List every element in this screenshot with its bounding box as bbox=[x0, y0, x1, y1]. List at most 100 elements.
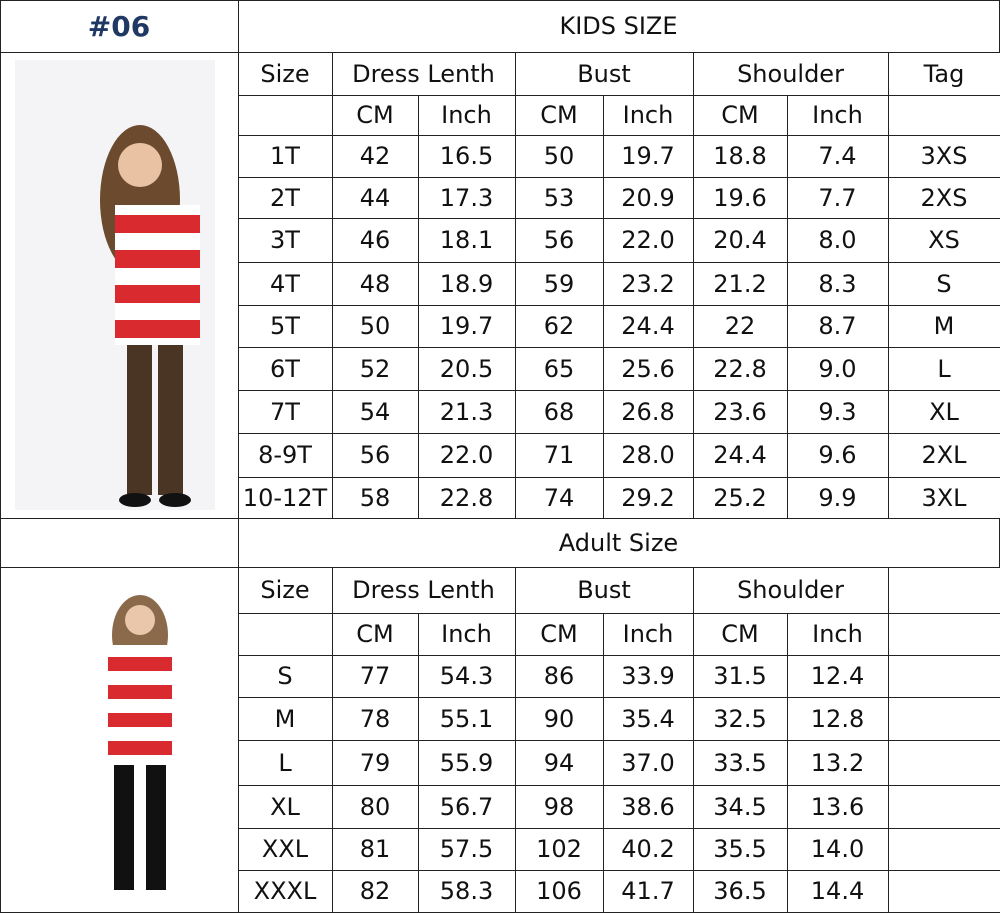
unit-header: Inch bbox=[602, 94, 694, 136]
table-cell: 19.7 bbox=[602, 134, 694, 178]
table-cell: 54.3 bbox=[417, 654, 516, 698]
table-cell: 20.9 bbox=[602, 176, 694, 219]
table-cell: 80 bbox=[331, 784, 419, 829]
table-cell: L bbox=[887, 346, 1000, 391]
table-cell: 25.2 bbox=[692, 476, 788, 519]
table-cell: 25.6 bbox=[602, 346, 694, 391]
table-cell: 17.3 bbox=[417, 176, 516, 219]
table-cell: 35.5 bbox=[692, 827, 788, 871]
unit-header: CM bbox=[514, 612, 604, 656]
unit-header: Inch bbox=[786, 612, 889, 656]
table-cell: 57.5 bbox=[417, 827, 516, 871]
table-cell: 21.3 bbox=[417, 389, 516, 434]
kids-photo bbox=[15, 60, 215, 510]
table-cell: 33.5 bbox=[692, 739, 788, 786]
unit-header: Inch bbox=[602, 612, 694, 656]
blank-cell bbox=[887, 566, 1000, 614]
table-cell: 7T bbox=[237, 389, 333, 434]
table-cell: 74 bbox=[514, 476, 604, 519]
table-cell: 68 bbox=[514, 389, 604, 434]
table-cell: 32.5 bbox=[692, 696, 788, 741]
table-cell: 29.2 bbox=[602, 476, 694, 519]
table-cell: 36.5 bbox=[692, 869, 788, 913]
table-cell: M bbox=[887, 304, 1000, 348]
table-cell: 12.4 bbox=[786, 654, 889, 698]
table-cell: 81 bbox=[331, 827, 419, 871]
blank-cell bbox=[887, 696, 1000, 741]
table-cell: 28.0 bbox=[602, 432, 694, 478]
table-cell: 3T bbox=[237, 217, 333, 263]
table-cell: 106 bbox=[514, 869, 604, 913]
table-cell: 98 bbox=[514, 784, 604, 829]
chart-id: #06 bbox=[0, 0, 239, 53]
table-cell: 22.0 bbox=[417, 432, 516, 478]
blank-cell bbox=[237, 612, 333, 656]
table-cell: 8-9T bbox=[237, 432, 333, 478]
table-cell: 3XS bbox=[887, 134, 1000, 178]
table-cell: 14.0 bbox=[786, 827, 889, 871]
table-cell: 31.5 bbox=[692, 654, 788, 698]
table-cell: 5T bbox=[237, 304, 333, 348]
table-cell: 65 bbox=[514, 346, 604, 391]
table-cell: 48 bbox=[331, 261, 419, 306]
table-cell: 2T bbox=[237, 176, 333, 219]
blank-cell bbox=[887, 612, 1000, 656]
table-cell: L bbox=[237, 739, 333, 786]
table-cell: 78 bbox=[331, 696, 419, 741]
table-cell: 7.7 bbox=[786, 176, 889, 219]
table-cell: 12.8 bbox=[786, 696, 889, 741]
table-cell: S bbox=[237, 654, 333, 698]
kids-title: KIDS SIZE bbox=[237, 0, 1000, 53]
table-cell: 71 bbox=[514, 432, 604, 478]
table-cell: 54 bbox=[331, 389, 419, 434]
column-header: Bust bbox=[514, 566, 694, 614]
table-cell: 19.7 bbox=[417, 304, 516, 348]
table-cell: 9.3 bbox=[786, 389, 889, 434]
table-cell: XXL bbox=[237, 827, 333, 871]
table-cell: 56 bbox=[514, 217, 604, 263]
table-cell: 18.1 bbox=[417, 217, 516, 263]
table-cell: 14.4 bbox=[786, 869, 889, 913]
table-cell: 46 bbox=[331, 217, 419, 263]
unit-header: CM bbox=[692, 94, 788, 136]
table-cell: 8.0 bbox=[786, 217, 889, 263]
table-cell: 41.7 bbox=[602, 869, 694, 913]
table-cell: 58.3 bbox=[417, 869, 516, 913]
column-header: Shoulder bbox=[692, 566, 889, 614]
table-cell: 1T bbox=[237, 134, 333, 178]
table-cell: 42 bbox=[331, 134, 419, 178]
table-cell: 22.8 bbox=[417, 476, 516, 519]
table-cell: XL bbox=[237, 784, 333, 829]
table-cell: 7.4 bbox=[786, 134, 889, 178]
unit-header: CM bbox=[692, 612, 788, 656]
table-cell: 4T bbox=[237, 261, 333, 306]
table-cell: 86 bbox=[514, 654, 604, 698]
blank-cell bbox=[237, 94, 333, 136]
unit-header: Inch bbox=[417, 612, 516, 656]
table-cell: 8.3 bbox=[786, 261, 889, 306]
table-cell: 82 bbox=[331, 869, 419, 913]
table-cell: 55.9 bbox=[417, 739, 516, 786]
column-header: Size bbox=[237, 51, 333, 96]
table-cell: 2XL bbox=[887, 432, 1000, 478]
adult-title: Adult Size bbox=[237, 517, 1000, 568]
table-cell: 44 bbox=[331, 176, 419, 219]
table-cell: 21.2 bbox=[692, 261, 788, 306]
column-header: Dress Lenth bbox=[331, 566, 516, 614]
table-cell: 18.8 bbox=[692, 134, 788, 178]
table-cell: 3XL bbox=[887, 476, 1000, 519]
table-cell: 50 bbox=[331, 304, 419, 348]
table-cell: 37.0 bbox=[602, 739, 694, 786]
table-cell: 22 bbox=[692, 304, 788, 348]
table-cell: S bbox=[887, 261, 1000, 306]
table-cell: 40.2 bbox=[602, 827, 694, 871]
table-cell: 58 bbox=[331, 476, 419, 519]
table-cell: 90 bbox=[514, 696, 604, 741]
table-cell: 52 bbox=[331, 346, 419, 391]
blank-cell bbox=[0, 517, 239, 568]
table-cell: 18.9 bbox=[417, 261, 516, 306]
table-cell: 20.4 bbox=[692, 217, 788, 263]
table-cell: 9.0 bbox=[786, 346, 889, 391]
table-cell: 16.5 bbox=[417, 134, 516, 178]
